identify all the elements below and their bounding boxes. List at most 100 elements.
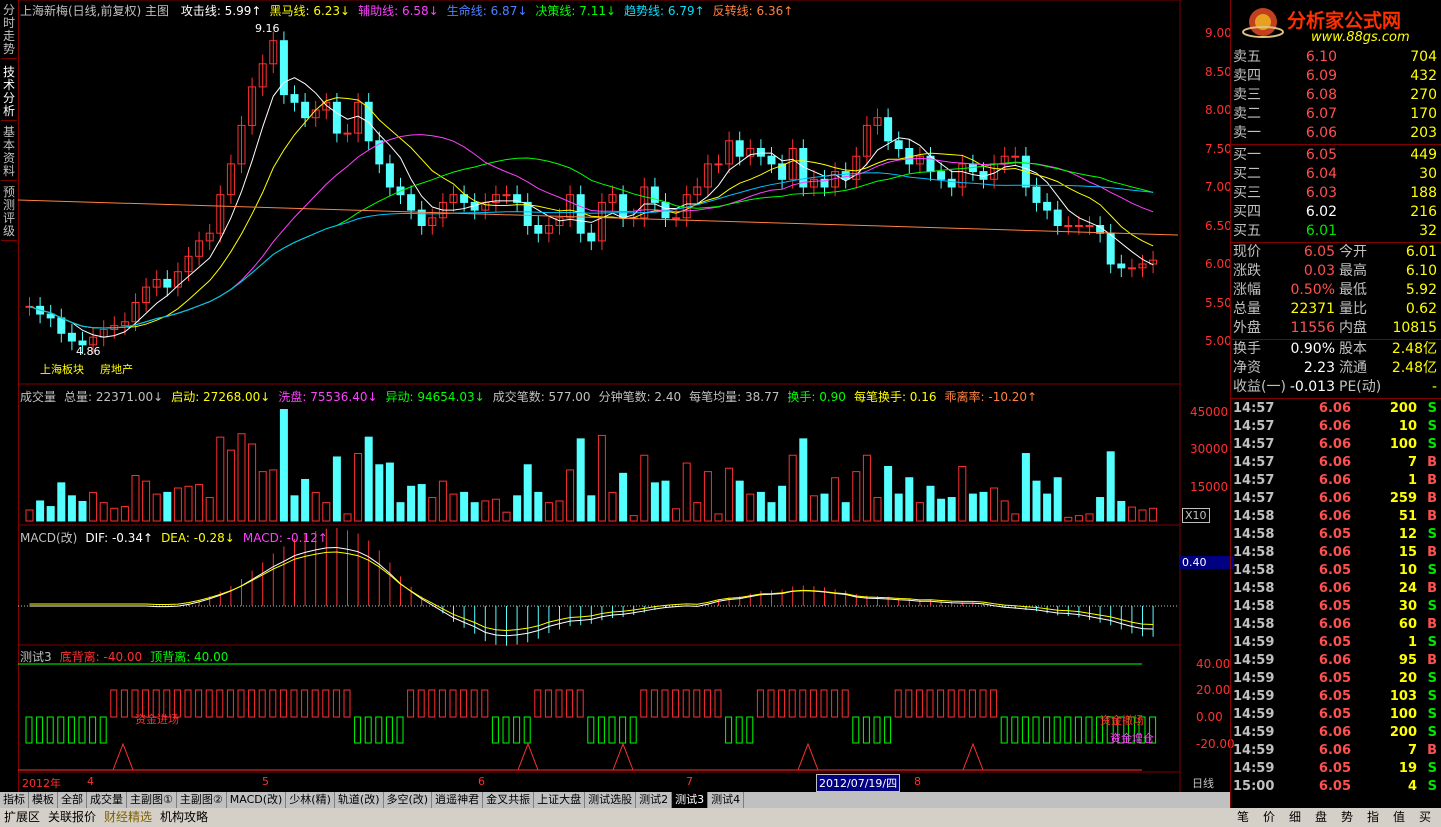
stat-label: 总量: [1233, 300, 1261, 319]
volume-bar: [397, 503, 404, 521]
tick-volume: 7: [1373, 454, 1417, 472]
signal-bar: [1012, 717, 1018, 743]
indicator-tab-11[interactable]: 金叉共振: [483, 792, 534, 808]
signal-bar: [302, 690, 308, 717]
candle-body: [715, 164, 722, 165]
indicator-tab-12[interactable]: 上证大盘: [534, 792, 585, 808]
tick-volume: 20: [1373, 670, 1417, 688]
volume-bar: [959, 466, 966, 521]
indicator-tab-9[interactable]: 多空(改): [384, 792, 433, 808]
right-tab-4[interactable]: 势: [1334, 808, 1360, 827]
tick-time: 14:58: [1233, 526, 1274, 544]
volume-bar: [1086, 514, 1093, 521]
signal-bar: [1001, 717, 1007, 743]
indicator-tab-2[interactable]: 全部: [58, 792, 87, 808]
indicator-tab-1[interactable]: 模板: [29, 792, 58, 808]
level-label: 买四: [1233, 203, 1261, 222]
tick-price: 6.05: [1293, 688, 1351, 706]
right-tab-0[interactable]: 笔: [1230, 808, 1256, 827]
sector-label[interactable]: 上海板块: [40, 361, 84, 377]
signal-bar: [789, 690, 795, 717]
volume-indicator-0: 成交量: [20, 390, 56, 404]
tab-intraday[interactable]: 分时走势: [1, 2, 17, 59]
signal-bar: [79, 717, 85, 743]
indicator-tab-7[interactable]: 少林(精): [286, 792, 335, 808]
stat-label: 现价: [1233, 243, 1261, 262]
right-tab-7[interactable]: 买: [1412, 808, 1438, 827]
tick-side: S: [1428, 688, 1437, 706]
candle-body: [1065, 226, 1072, 227]
indicator-tab-10[interactable]: 逍遥神君: [432, 792, 483, 808]
tab-fundamentals[interactable]: 基本资料: [1, 124, 17, 181]
indicator-tab-4[interactable]: 主副图①: [127, 792, 177, 808]
indicator-tab-15[interactable]: 测试3: [672, 792, 708, 808]
tab-technical-analysis[interactable]: 技术分析: [1, 64, 17, 121]
indicator-tab-3[interactable]: 成交量: [87, 792, 127, 808]
ext-tab-0[interactable]: 扩展区: [0, 808, 44, 827]
volume-bar: [249, 444, 256, 521]
signal-bar: [715, 690, 721, 717]
volume-bar: [153, 494, 160, 521]
level-volume: 432: [1410, 67, 1437, 86]
volume-bar: [408, 486, 415, 521]
tab-forecast-rating[interactable]: 预测评级: [1, 184, 17, 241]
volume-unit: X10: [1182, 508, 1210, 523]
tick-row: 14:59 6.05 19 S: [1233, 760, 1439, 778]
tick-side: B: [1427, 580, 1437, 598]
sell-level-row: 卖五 6.10 704: [1233, 48, 1439, 67]
signal-bar: [736, 717, 742, 743]
tick-side: B: [1427, 490, 1437, 508]
volume-bar: [588, 496, 595, 521]
signal-bar: [1033, 717, 1039, 743]
indicator-tab-6[interactable]: MACD(改): [227, 792, 287, 808]
right-tab-1[interactable]: 价: [1256, 808, 1282, 827]
right-tab-5[interactable]: 指: [1360, 808, 1386, 827]
tick-row: 14:59 6.06 7 B: [1233, 742, 1439, 760]
stat-value: 0.03: [1279, 262, 1335, 281]
tick-row: 14:58 6.06 24 B: [1233, 580, 1439, 598]
signal-bar: [121, 690, 127, 717]
signal-bar: [810, 690, 816, 717]
tick-row: 14:59 6.05 1 S: [1233, 634, 1439, 652]
right-tab-2[interactable]: 细: [1282, 808, 1308, 827]
tick-time: 14:57: [1233, 454, 1274, 472]
right-tab-6[interactable]: 值: [1386, 808, 1412, 827]
tick-row: 14:57 6.06 7 B: [1233, 454, 1439, 472]
macd-indicator-2: DEA: -0.28↓: [161, 531, 235, 545]
volume-bar: [842, 503, 849, 521]
volume-bar: [217, 437, 224, 521]
industry-label[interactable]: 房地产: [100, 361, 133, 377]
candle-body: [938, 172, 945, 180]
quote-panel: 分析家公式网 www.88gs.com 卖五 6.10 704 卖四 6.09 432 卖三…: [1230, 0, 1441, 808]
tick-volume: 12: [1373, 526, 1417, 544]
signal-bar: [757, 690, 763, 717]
volume-bar: [938, 499, 945, 521]
indicator-tab-13[interactable]: 测试选股: [585, 792, 636, 808]
right-tab-3[interactable]: 盘: [1308, 808, 1334, 827]
ext-tab-3[interactable]: 机构攻略: [156, 808, 212, 827]
tick-price: 6.06: [1293, 580, 1351, 598]
indicator-tab-0[interactable]: 指标: [0, 792, 29, 808]
ext-tab-1[interactable]: 关联报价: [44, 808, 100, 827]
signal-bar: [524, 717, 530, 743]
period-label[interactable]: 日线: [1192, 775, 1214, 791]
test-indicator-1: 底背离: -40.00: [60, 650, 143, 664]
tick-volume: 100: [1373, 706, 1417, 724]
indicator-tab-14[interactable]: 测试2: [636, 792, 672, 808]
indicator-tab-8[interactable]: 轨道(改): [335, 792, 384, 808]
tick-price: 6.06: [1293, 472, 1351, 490]
logo: 分析家公式网 www.88gs.com: [1241, 2, 1441, 48]
x-label-apr: 4: [87, 775, 94, 788]
tick-volume: 30: [1373, 598, 1417, 616]
candle-body: [768, 156, 775, 164]
indicator-tab-16[interactable]: 测试4: [708, 792, 744, 808]
indicator-tab-5[interactable]: 主副图②: [177, 792, 227, 808]
stat-value: 5.92: [1406, 281, 1437, 300]
tick-side: S: [1428, 706, 1437, 724]
tick-volume: 15: [1373, 544, 1417, 562]
signal-bar: [980, 690, 986, 717]
tick-time: 14:58: [1233, 616, 1274, 634]
tick-row: 14:59 6.05 20 S: [1233, 670, 1439, 688]
ext-tab-2[interactable]: 财经精选: [100, 808, 156, 827]
main-indicator-2: 辅助线: 6.58↓: [358, 4, 439, 18]
